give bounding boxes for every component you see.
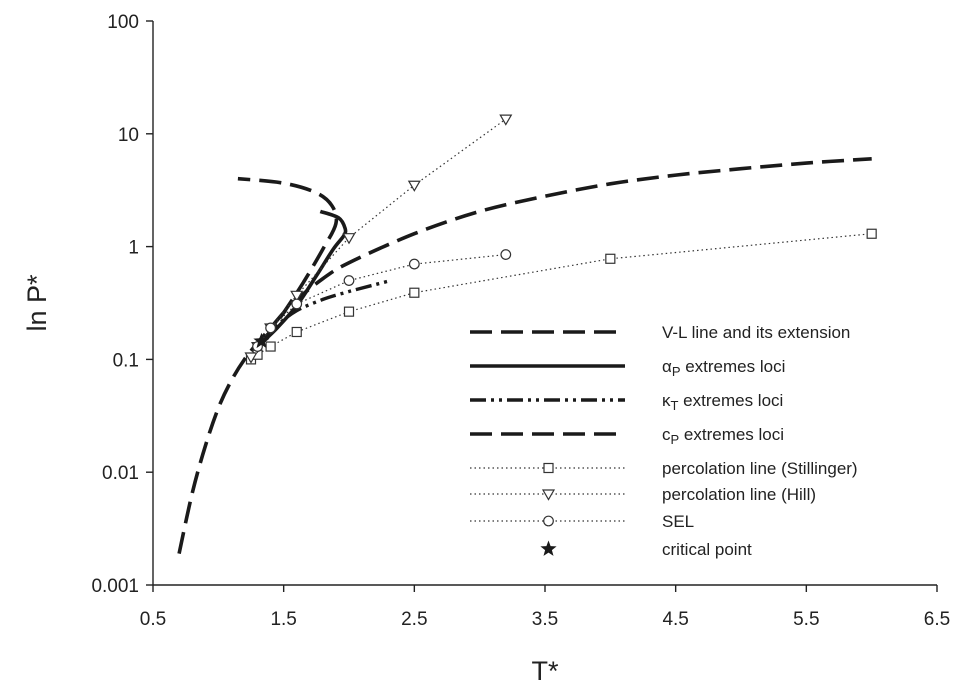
- sel-point: [500, 249, 512, 260]
- x-tick-label: 4.5: [662, 609, 688, 630]
- legend-swatch-marker: [540, 540, 557, 556]
- legend-item-critical-point: critical point: [540, 540, 752, 559]
- x-tick-label: 0.5: [140, 609, 166, 630]
- y-tick-label: 1: [128, 238, 139, 259]
- y-axis-title: ln P*: [22, 274, 52, 332]
- series-sel: [252, 249, 512, 352]
- percolation-line-stillinger-line: [250, 233, 872, 360]
- legend-label: cP extremes loci: [662, 425, 784, 447]
- series-t-extremes-loci: [260, 278, 392, 345]
- percolation-line-stillinger-point: [409, 287, 420, 298]
- percolation-line-hill-point: [407, 180, 421, 192]
- y-tick-label: 0.1: [113, 350, 139, 371]
- legend-swatch-marker: [543, 462, 554, 474]
- series-percolation-line-stillinger: [245, 228, 877, 365]
- series-cp-extremes-loci: [237, 176, 339, 344]
- x-tick-label: 1.5: [270, 609, 296, 630]
- legend: V-L line and its extension αP extremes lo…: [470, 323, 858, 559]
- percolation-line-stillinger-point: [343, 306, 355, 317]
- legend-item-percolation-line-stillinger: percolation line (Stillinger): [470, 459, 858, 478]
- legend-swatch-marker: [541, 489, 556, 501]
- x-tick-label: 2.5: [401, 609, 427, 630]
- series-critical-point: [253, 332, 270, 349]
- y-tick-label: 10: [118, 125, 139, 146]
- legend-label: αP extremes loci: [662, 357, 785, 379]
- critical-point-point: [253, 332, 270, 349]
- percolation-line-stillinger-point: [291, 326, 302, 338]
- legend-swatch-marker: [543, 515, 554, 527]
- sel-point: [343, 275, 355, 286]
- x-axis-title: T*: [532, 656, 559, 686]
- legend-item-cp-extremes-loci: cP extremes loci: [470, 425, 784, 447]
- y-tick-label: 0.001: [91, 576, 139, 597]
- sel-point: [408, 258, 420, 270]
- sel-point: [265, 322, 277, 334]
- legend-item-sel: SEL: [470, 512, 694, 531]
- percolation-line-stillinger-point: [605, 253, 616, 264]
- percolation-line-hill-point: [342, 233, 356, 245]
- percolation-line-stillinger-point: [265, 341, 276, 352]
- legend-label: percolation line (Hill): [662, 485, 816, 504]
- legend-item-percolation-line-hill: percolation line (Hill): [470, 485, 816, 504]
- y-tick-label: 100: [107, 12, 139, 33]
- percolation-line-stillinger-point: [866, 228, 877, 239]
- legend-item-p-extremes-loci: αP extremes loci: [470, 357, 785, 379]
- percolation-line-hill-point: [290, 290, 304, 303]
- x-tick-label: 5.5: [793, 609, 819, 630]
- x-tick-label: 3.5: [532, 609, 558, 630]
- percolation-line-hill-point: [244, 352, 258, 364]
- legend-label: percolation line (Stillinger): [662, 459, 858, 478]
- legend-label: V-L line and its extension: [662, 323, 850, 342]
- v-l-line-and-its-extension-line: [177, 157, 872, 554]
- series-percolation-line-hill: [244, 114, 513, 364]
- x-tick-label: 6.5: [924, 609, 950, 630]
- axes: 0.5 1.5 2.5 3.5 4.5 5.5 6.5 0.001 0.01 0.1 1 10 100: [91, 12, 950, 630]
- y-tick-label: 0.01: [102, 463, 139, 484]
- legend-label: κT extremes loci: [662, 391, 783, 413]
- legend-item-t-extremes-loci: κT extremes loci: [470, 391, 783, 413]
- series-v-l-line-and-its-extension: [177, 157, 872, 554]
- percolation-line-hill-point: [499, 114, 513, 126]
- sel-point: [291, 298, 303, 310]
- cp-extremes-loci-line: [237, 176, 339, 344]
- legend-item-v-l-line-and-its-extension: V-L line and its extension: [470, 323, 850, 342]
- t-extremes-loci-line: [260, 278, 392, 345]
- legend-label: critical point: [662, 540, 752, 559]
- legend-label: SEL: [662, 512, 694, 531]
- plot-area: [177, 114, 877, 554]
- percolation-line-hill-line: [250, 118, 507, 358]
